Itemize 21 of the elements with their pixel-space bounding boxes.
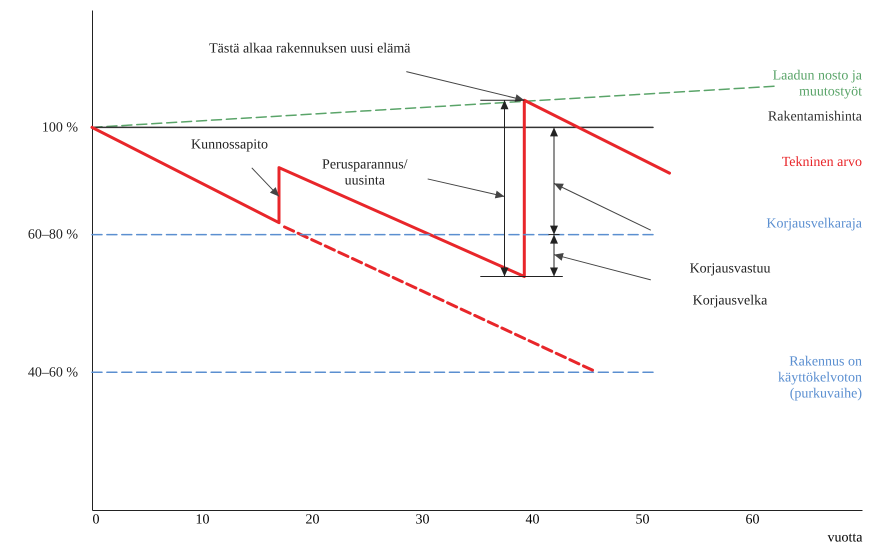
text: 60–80 % [28,228,78,243]
text: 40–60 % [28,365,78,380]
x-axis-title: vuotta [828,530,864,546]
x-tick-label: 0 [92,512,100,528]
x-tick-label: 60 [746,512,760,528]
text: Tekninen arvo [782,155,862,170]
annotation: Korjausvastuu [690,262,770,277]
text: Korjausvelkaraja [766,216,863,232]
annotation: Korjausvelka [692,294,768,309]
x-tick-label: 30 [416,512,430,528]
x-tick-label: 10 [196,512,210,528]
text: 100 % [42,120,78,136]
x-tick-label: 40 [526,512,540,528]
annotation: Tästä alkaa rakennuksen uusi elämä [209,41,412,56]
text: Rakentamishinta [768,109,863,124]
x-tick-label: 20 [306,512,320,528]
annotation: Kunnossapito [191,137,268,152]
annotation: Perusparannus/ uusinta [322,158,408,189]
text: Rakennus on käyttökelvoton (purkuvaihe) [778,354,862,402]
x-tick-label: 50 [636,512,650,528]
series-label: Laadun nosto ja muutostyöt [772,68,863,100]
